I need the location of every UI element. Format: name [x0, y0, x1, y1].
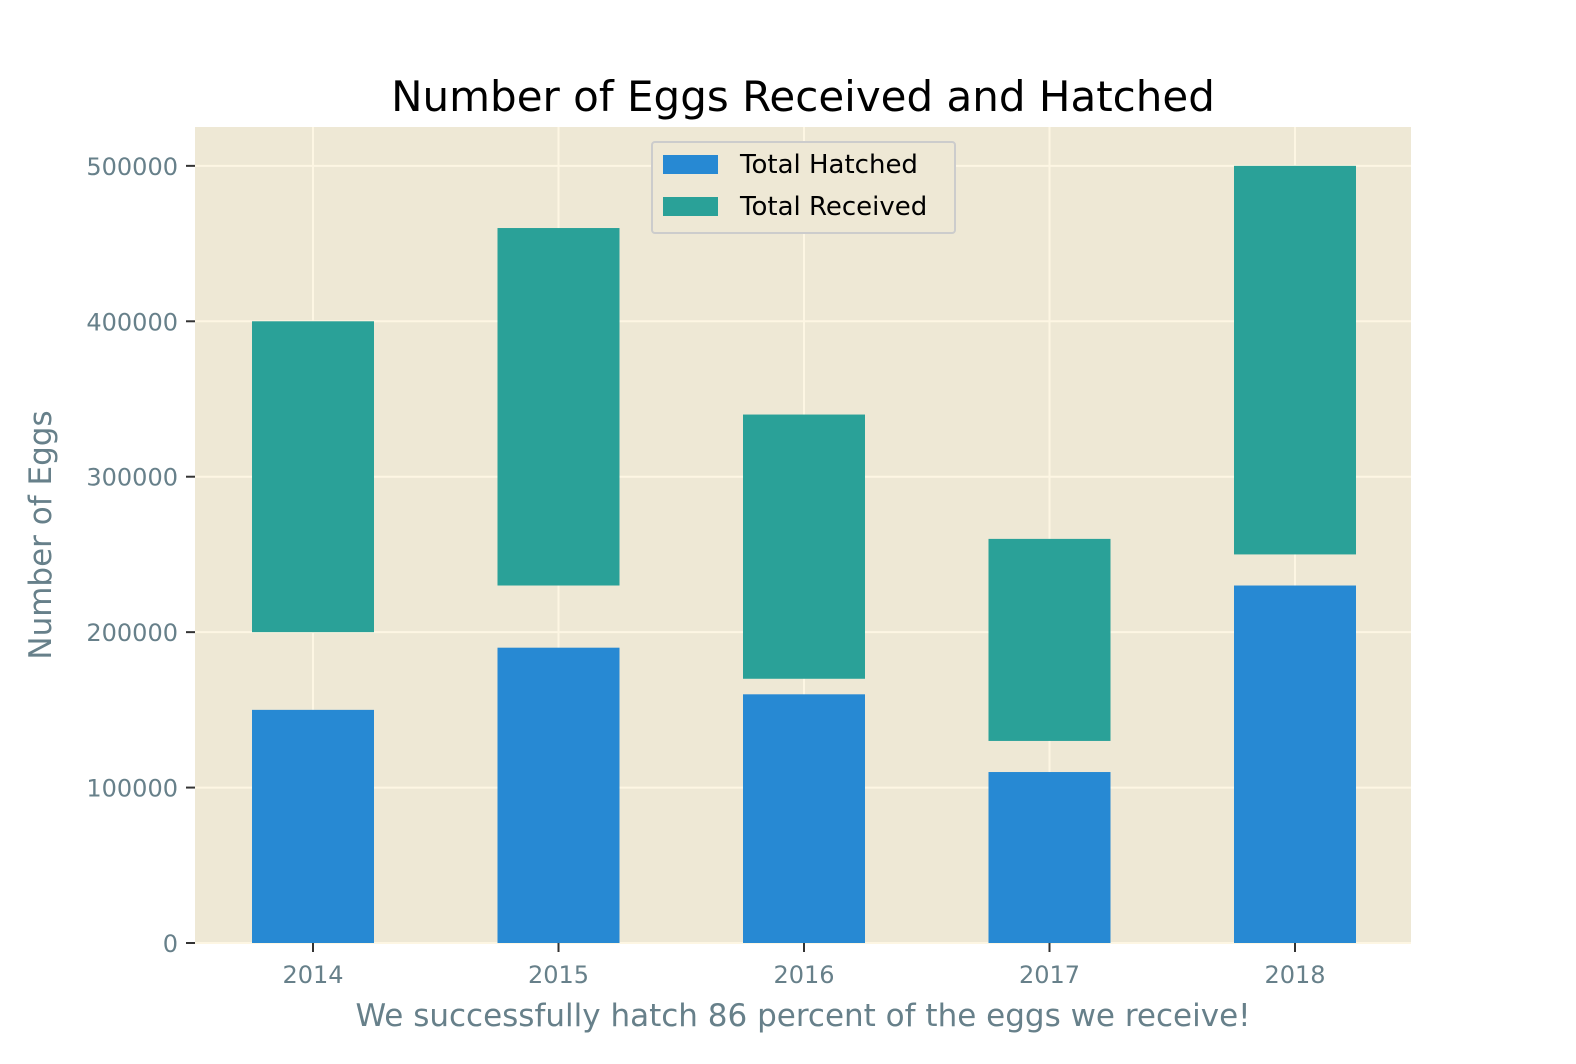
- legend-label-total-received: Total Received: [739, 192, 927, 222]
- x-tick-label: 2018: [1264, 961, 1325, 989]
- chart-title: Number of Eggs Received and Hatched: [391, 72, 1215, 121]
- x-tick-label: 2014: [282, 961, 343, 989]
- y-axis-label: Number of Eggs: [23, 410, 59, 659]
- legend-label-total-hatched: Total Hatched: [739, 150, 918, 180]
- y-tick-label: 500000: [86, 153, 178, 181]
- bar-total-hatched-2017: [988, 772, 1111, 943]
- bar-total-hatched-2014: [252, 709, 374, 943]
- y-tick-label: 300000: [86, 464, 178, 492]
- bar-total-received-2018: [1234, 165, 1356, 555]
- x-tick-label: 2016: [773, 961, 834, 989]
- bars: [252, 165, 1356, 943]
- y-tick-label: 200000: [86, 619, 178, 647]
- legend-frame: [651, 141, 956, 234]
- axes: 0 100000 200000 300000 400000 500000 2014 2015 2…: [86, 153, 1325, 989]
- bar-total-received-2017: [988, 538, 1111, 741]
- x-tick-label: 2017: [1019, 961, 1080, 989]
- y-tick-label: 100000: [86, 775, 178, 803]
- legend-swatch-total-hatched: [663, 155, 718, 174]
- y-tick-label: 0: [163, 930, 178, 958]
- legend: Total Hatched Total Received: [651, 141, 956, 234]
- bar-total-hatched-2016: [743, 694, 865, 943]
- x-axis-label: We successfully hatch 86 percent of the …: [355, 998, 1250, 1034]
- bar-total-hatched-2018: [1234, 585, 1356, 943]
- x-tick-label: 2015: [528, 961, 589, 989]
- bar-total-received-2016: [743, 414, 865, 679]
- bar-total-hatched-2015: [497, 647, 620, 943]
- bar-total-received-2015: [497, 228, 620, 586]
- legend-swatch-total-received: [663, 197, 718, 216]
- y-tick-label: 400000: [86, 308, 178, 336]
- bar-total-received-2014: [252, 321, 374, 633]
